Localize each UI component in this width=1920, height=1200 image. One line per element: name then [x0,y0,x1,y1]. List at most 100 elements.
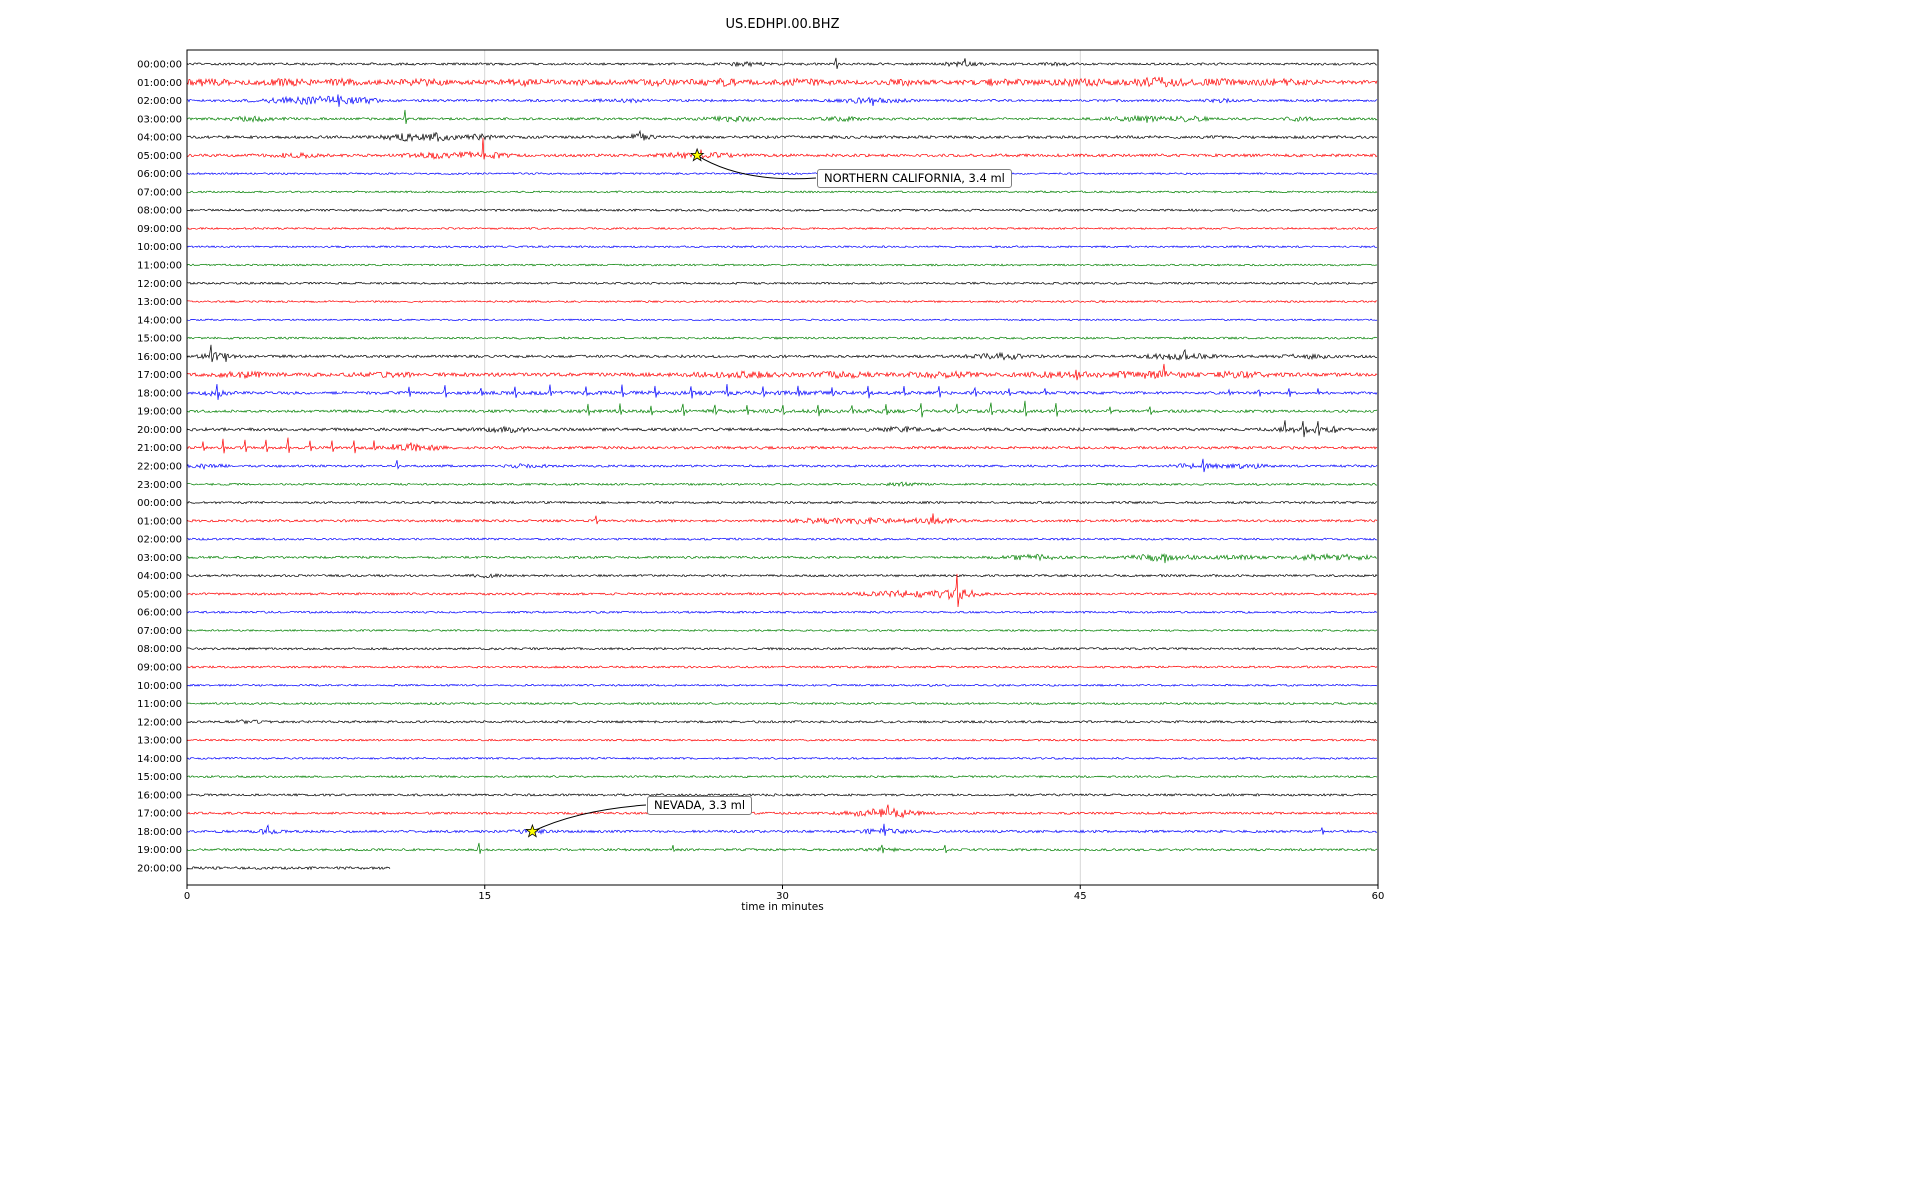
event-annotation-nevada: NEVADA, 3.3 ml [647,796,753,815]
row-label: 03:00:00 [137,553,182,564]
row-label: 15:00:00 [137,772,182,783]
trace-row-16 [186,344,1377,363]
trace-row-33 [186,665,1378,669]
trace-row-7 [186,190,1378,194]
trace-row-19 [186,400,1378,418]
row-label: 10:00:00 [137,242,182,253]
x-tick-label: 15 [478,891,491,902]
x-tick-label: 45 [1074,891,1087,902]
row-label: 11:00:00 [137,699,182,710]
trace-row-26 [186,537,1378,541]
trace-row-8 [186,208,1378,213]
trace-row-41 [186,804,1378,819]
trace-row-20 [186,420,1378,438]
row-label: 12:00:00 [137,717,182,728]
trace-row-1 [186,76,1378,88]
row-label: 12:00:00 [137,279,182,290]
trace-row-30 [186,610,1378,614]
row-label: 15:00:00 [137,334,182,345]
row-label: 22:00:00 [137,462,182,473]
row-label: 14:00:00 [137,754,182,765]
row-label: 08:00:00 [137,206,182,217]
trace-row-6 [186,172,1378,176]
row-label: 16:00:00 [137,790,182,801]
trace-row-29 [186,573,1378,608]
row-label: 09:00:00 [137,663,182,674]
trace-row-31 [186,628,1378,632]
row-label: 02:00:00 [137,535,182,546]
row-label: 11:00:00 [137,261,182,272]
trace-row-9 [186,226,1378,231]
trace-row-36 [186,719,1378,725]
trace-row-21 [186,437,1378,454]
row-label: 10:00:00 [137,681,182,692]
row-label: 18:00:00 [137,388,182,399]
row-label: 01:00:00 [137,78,182,89]
row-label: 19:00:00 [137,407,182,418]
trace-row-32 [186,646,1378,651]
row-label: 04:00:00 [137,133,182,144]
trace-row-35 [186,701,1378,706]
trace-row-3 [186,109,1378,125]
row-label: 13:00:00 [137,297,182,308]
chart-title: US.EDHPI.00.BHZ [725,17,840,32]
trace-row-12 [186,281,1378,285]
row-label: 20:00:00 [137,864,182,875]
event-star-icon [525,823,540,838]
trace-row-24 [186,500,1378,505]
row-label: 08:00:00 [137,644,182,655]
row-label: 17:00:00 [137,809,182,820]
trace-row-44 [186,866,391,871]
trace-row-10 [186,245,1378,249]
row-label: 05:00:00 [137,151,182,162]
trace-row-34 [186,683,1378,687]
annotation-leader [532,804,647,832]
trace-row-2 [186,94,1378,107]
trace-row-38 [186,756,1378,760]
row-label: 06:00:00 [137,608,182,619]
trace-row-37 [186,738,1378,742]
trace-row-0 [186,57,1378,69]
row-label: 13:00:00 [137,736,182,747]
trace-row-11 [186,263,1378,267]
row-label: 17:00:00 [137,370,182,381]
row-label: 21:00:00 [137,443,182,454]
trace-row-14 [186,318,1378,322]
annotation-leader [696,154,817,180]
x-tick-label: 0 [184,891,190,902]
trace-row-22 [186,458,1378,473]
row-label: 07:00:00 [137,626,182,637]
row-label: 18:00:00 [137,827,182,838]
row-label: 06:00:00 [137,169,182,180]
trace-row-42 [186,823,1378,836]
row-label: 09:00:00 [137,224,182,235]
row-label: 05:00:00 [137,589,182,600]
trace-row-5 [186,137,1378,160]
row-label: 02:00:00 [137,96,182,107]
row-label: 14:00:00 [137,315,182,326]
trace-row-17 [186,363,1378,381]
trace-row-39 [186,774,1378,779]
row-label: 04:00:00 [137,571,182,582]
row-label: 07:00:00 [137,187,182,198]
row-label: 01:00:00 [137,516,182,527]
event-annotation-northern-california: NORTHERN CALIFORNIA, 3.4 ml [817,169,1012,188]
row-label: 16:00:00 [137,352,182,363]
trace-row-18 [186,383,1378,400]
x-axis-label: time in minutes [741,901,824,913]
row-label: 00:00:00 [137,498,182,509]
trace-row-27 [187,552,1378,564]
trace-row-25 [186,513,1378,526]
row-label: 00:00:00 [137,60,182,71]
x-tick-label: 30 [776,891,789,902]
event-star-icon [689,147,705,162]
trace-row-40 [186,793,1378,797]
trace-row-23 [186,481,1378,488]
trace-row-15 [186,336,1378,340]
row-label: 23:00:00 [137,480,182,491]
trace-row-13 [186,299,1378,304]
trace-row-4 [186,129,1378,143]
row-label: 03:00:00 [137,114,182,125]
